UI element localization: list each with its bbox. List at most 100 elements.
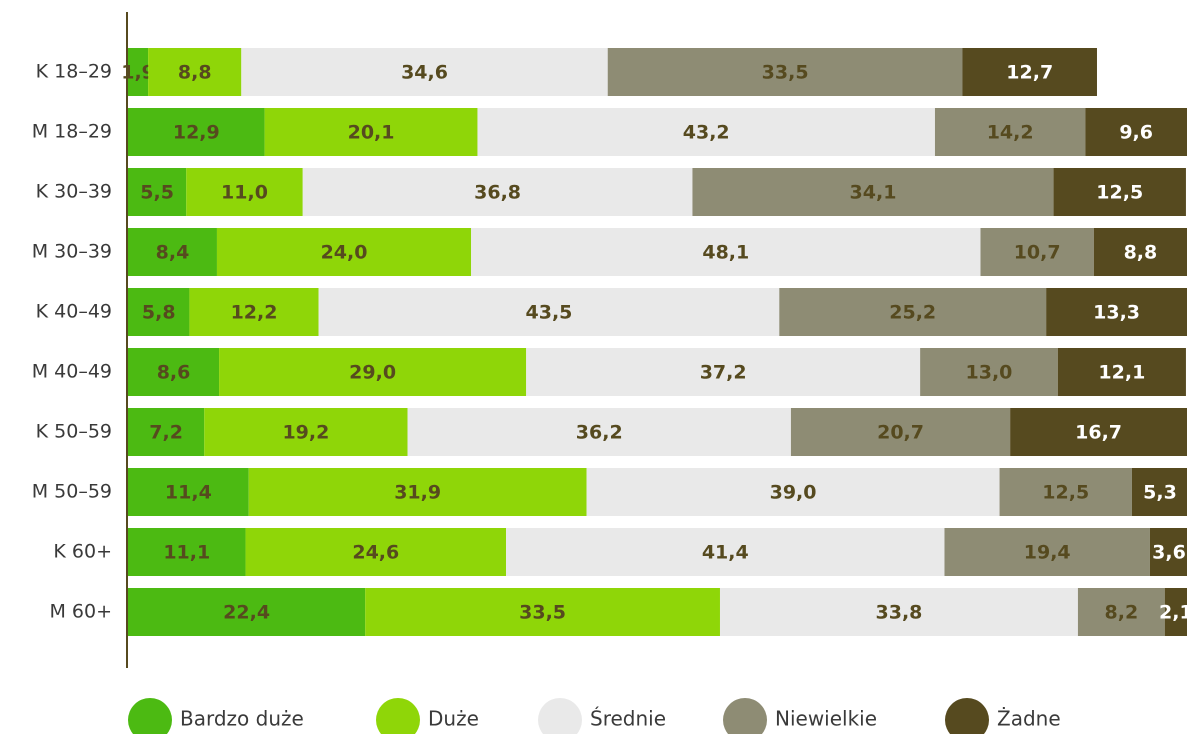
bar-segment	[586, 468, 1000, 516]
value-label: 2,1	[1159, 602, 1187, 624]
bar-segment	[128, 588, 366, 636]
value-label: 14,2	[987, 122, 1034, 144]
value-label: 12,7	[1006, 62, 1053, 84]
bar-segment	[318, 288, 780, 336]
value-label: 13,0	[966, 362, 1013, 384]
value-label: 1,9	[121, 62, 155, 84]
value-label: 43,2	[683, 122, 730, 144]
value-label: 10,7	[1014, 242, 1061, 264]
category-label: K 60+	[53, 541, 112, 563]
value-label: 12,1	[1098, 362, 1145, 384]
value-label: 20,7	[877, 422, 924, 444]
value-label: 39,0	[770, 482, 817, 504]
legend-label: Bardzo duże	[180, 707, 304, 731]
value-label: 43,5	[526, 302, 573, 324]
bar-segment	[779, 288, 1047, 336]
category-label: K 18–29	[36, 61, 112, 83]
bar-segment	[128, 228, 217, 276]
bar-segment	[477, 108, 935, 156]
bar-segment	[407, 408, 791, 456]
bar-segment	[241, 48, 608, 96]
bar-segment	[245, 528, 507, 576]
bar-segment	[1131, 468, 1187, 516]
bar-segment	[365, 588, 720, 636]
value-label: 19,2	[282, 422, 329, 444]
category-label: K 40–49	[36, 301, 112, 323]
bar-segment	[934, 108, 1086, 156]
bar-segment	[128, 408, 205, 456]
bar-segment	[1149, 528, 1187, 576]
legend-label: Średnie	[590, 707, 666, 731]
legend-label: Duże	[428, 707, 479, 731]
value-label: 25,2	[889, 302, 936, 324]
category-label: M 18–29	[32, 121, 112, 143]
bar-segment	[128, 168, 187, 216]
value-label: 16,7	[1075, 422, 1122, 444]
value-label: 31,9	[394, 482, 441, 504]
value-label: 5,8	[142, 302, 176, 324]
legend-swatch	[945, 698, 989, 734]
value-label: 3,6	[1152, 542, 1186, 564]
value-label: 5,3	[1143, 482, 1177, 504]
bar-segment	[302, 168, 693, 216]
bar-segment	[128, 348, 220, 396]
value-label: 11,1	[163, 542, 210, 564]
bar-segment	[506, 528, 945, 576]
value-label: 19,4	[1024, 542, 1071, 564]
value-label: 22,4	[223, 602, 270, 624]
category-label: M 40–49	[32, 361, 112, 383]
legend-swatch	[376, 698, 420, 734]
bar-segment	[216, 228, 472, 276]
category-label: M 30–39	[32, 241, 112, 263]
bar-segment	[204, 408, 408, 456]
value-label: 33,5	[762, 62, 809, 84]
bar-segment	[148, 48, 242, 96]
value-label: 7,2	[149, 422, 183, 444]
bar-segment	[1010, 408, 1187, 456]
value-label: 36,8	[474, 182, 521, 204]
bar-segment	[719, 588, 1078, 636]
value-label: 24,0	[321, 242, 368, 264]
value-label: 8,2	[1105, 602, 1139, 624]
value-label: 37,2	[700, 362, 747, 384]
value-label: 12,2	[231, 302, 278, 324]
bar-segment	[790, 408, 1011, 456]
bar-segment	[920, 348, 1058, 396]
value-label: 9,6	[1119, 122, 1153, 144]
value-label: 13,3	[1093, 302, 1140, 324]
value-label: 34,1	[850, 182, 897, 204]
bar-segment	[186, 168, 303, 216]
bar-segment	[1077, 588, 1165, 636]
bar-segment	[999, 468, 1132, 516]
bar-segment	[980, 228, 1094, 276]
bar-segment	[128, 288, 190, 336]
value-label: 24,6	[352, 542, 399, 564]
bar-segment	[607, 48, 963, 96]
value-label: 41,4	[702, 542, 749, 564]
category-label: M 60+	[49, 601, 112, 623]
value-label: 12,9	[173, 122, 220, 144]
legend-label: Niewielkie	[775, 707, 877, 731]
bar-segment	[1085, 108, 1187, 156]
value-label: 8,8	[1124, 242, 1158, 264]
legend-label: Żadne	[997, 707, 1061, 731]
value-label: 29,0	[349, 362, 396, 384]
bar-segment	[1057, 348, 1186, 396]
bar-segment	[128, 468, 249, 516]
value-label: 8,8	[178, 62, 212, 84]
bar-segment	[962, 48, 1097, 96]
value-label: 20,1	[348, 122, 395, 144]
bar-segment	[692, 168, 1054, 216]
value-label: 12,5	[1042, 482, 1089, 504]
value-label: 8,6	[157, 362, 191, 384]
legend-swatch	[128, 698, 172, 734]
value-label: 12,5	[1096, 182, 1143, 204]
value-label: 5,5	[140, 182, 174, 204]
value-label: 11,4	[165, 482, 212, 504]
bar-segment	[1093, 228, 1187, 276]
bar-segment	[471, 228, 981, 276]
bar-segment	[189, 288, 319, 336]
bar-segment	[128, 108, 265, 156]
value-label: 33,8	[876, 602, 923, 624]
legend-swatch	[538, 698, 582, 734]
